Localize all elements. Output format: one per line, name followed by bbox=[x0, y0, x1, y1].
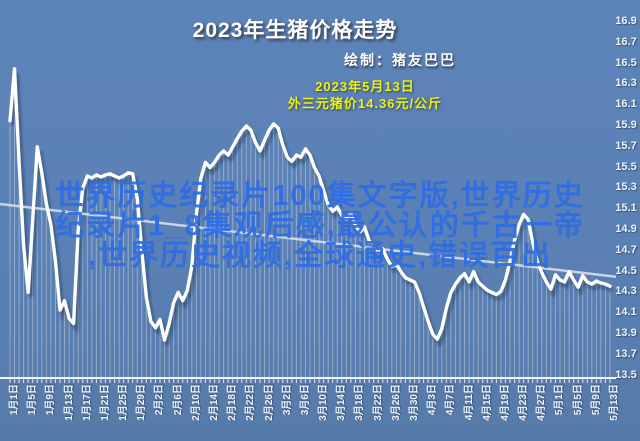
y-axis-label: 16.5 bbox=[615, 56, 637, 69]
x-axis-label: 3月10日 bbox=[318, 384, 330, 421]
y-axis-label: 14.3 bbox=[615, 285, 637, 298]
y-axis-label: 13.9 bbox=[615, 327, 637, 339]
x-axis-label: 5月1日 bbox=[554, 384, 566, 416]
x-axis-label: 1月25日 bbox=[118, 384, 130, 421]
x-axis-label: 1月9日 bbox=[45, 384, 57, 416]
x-axis-label: 3月30日 bbox=[409, 384, 420, 421]
x-axis-label: 3月2日 bbox=[281, 384, 293, 416]
x-axis-label: 4月23日 bbox=[518, 384, 530, 421]
y-axis-label: 15.7 bbox=[615, 139, 637, 152]
y-axis-label: 15.5 bbox=[615, 160, 637, 173]
y-axis-label: 16.9 bbox=[615, 15, 637, 27]
price-line bbox=[8, 67, 612, 342]
x-axis-label: 2月18日 bbox=[227, 384, 239, 421]
x-axis-label: 1月17日 bbox=[81, 384, 93, 421]
y-axis-label: 16.1 bbox=[615, 98, 637, 111]
x-axis-label: 3月18日 bbox=[354, 384, 366, 421]
chart-credit: 绘制：猪友巴巴 bbox=[344, 52, 456, 68]
y-axis-label: 14.9 bbox=[615, 223, 637, 235]
annotation-date: 2023年5月13日 bbox=[315, 79, 415, 94]
x-axis-label: 2月2日 bbox=[154, 384, 166, 416]
x-axis-label: 3月6日 bbox=[299, 384, 311, 416]
x-axis-label: 1月21日 bbox=[99, 384, 111, 421]
x-axis-label: 5月5日 bbox=[572, 384, 584, 416]
x-axis-label: 2月10日 bbox=[190, 384, 202, 421]
x-axis-label: 1月1日 bbox=[9, 384, 20, 416]
x-axis-label: 4月27日 bbox=[536, 384, 548, 421]
y-axis-label: 15.9 bbox=[615, 119, 637, 131]
x-axis-label: 4月7日 bbox=[445, 384, 457, 416]
x-axis-label: 4月11日 bbox=[463, 384, 475, 421]
chart-title: 2023年生猪价格走势 bbox=[192, 19, 398, 42]
x-axis-label: 1月5日 bbox=[27, 384, 39, 416]
x-axis-label: 5月13日 bbox=[609, 384, 620, 421]
x-axis-label: 1月13日 bbox=[63, 384, 75, 421]
x-axis-label: 4月19日 bbox=[499, 384, 511, 421]
y-axis-label: 14.7 bbox=[615, 243, 637, 256]
y-axis-label: 14.1 bbox=[615, 306, 637, 319]
y-axis-label: 13.7 bbox=[615, 347, 637, 360]
annotation-price: 外三元猪价14.36元/公斤 bbox=[287, 96, 443, 111]
x-axis-label: 5月9日 bbox=[590, 384, 602, 416]
x-axis-label: 3月26日 bbox=[390, 384, 402, 421]
y-axis-label: 14.5 bbox=[615, 264, 637, 277]
x-axis-label: 2月6日 bbox=[172, 384, 184, 416]
x-axis-ticks bbox=[9, 378, 611, 383]
y-axis-label: 16.3 bbox=[615, 77, 637, 90]
x-axis-label: 2月22日 bbox=[245, 384, 257, 421]
y-axis-label: 15.3 bbox=[615, 181, 637, 194]
x-axis-label: 4月3日 bbox=[427, 384, 439, 416]
x-axis-label: 2月14日 bbox=[209, 384, 220, 421]
y-axis-label: 16.7 bbox=[615, 35, 637, 48]
y-axis-label: 13.5 bbox=[615, 368, 637, 381]
y-axis-label: 15.1 bbox=[615, 202, 637, 215]
price-line-shadow bbox=[10, 73, 614, 348]
x-axis-label: 3月22日 bbox=[372, 384, 384, 421]
x-axis-label: 2月26日 bbox=[263, 384, 275, 421]
x-axis-label: 4月15日 bbox=[481, 384, 493, 421]
trend-line bbox=[0, 202, 617, 279]
x-axis-label: 3月14日 bbox=[336, 384, 348, 421]
x-axis-label: 1月29日 bbox=[136, 384, 148, 421]
